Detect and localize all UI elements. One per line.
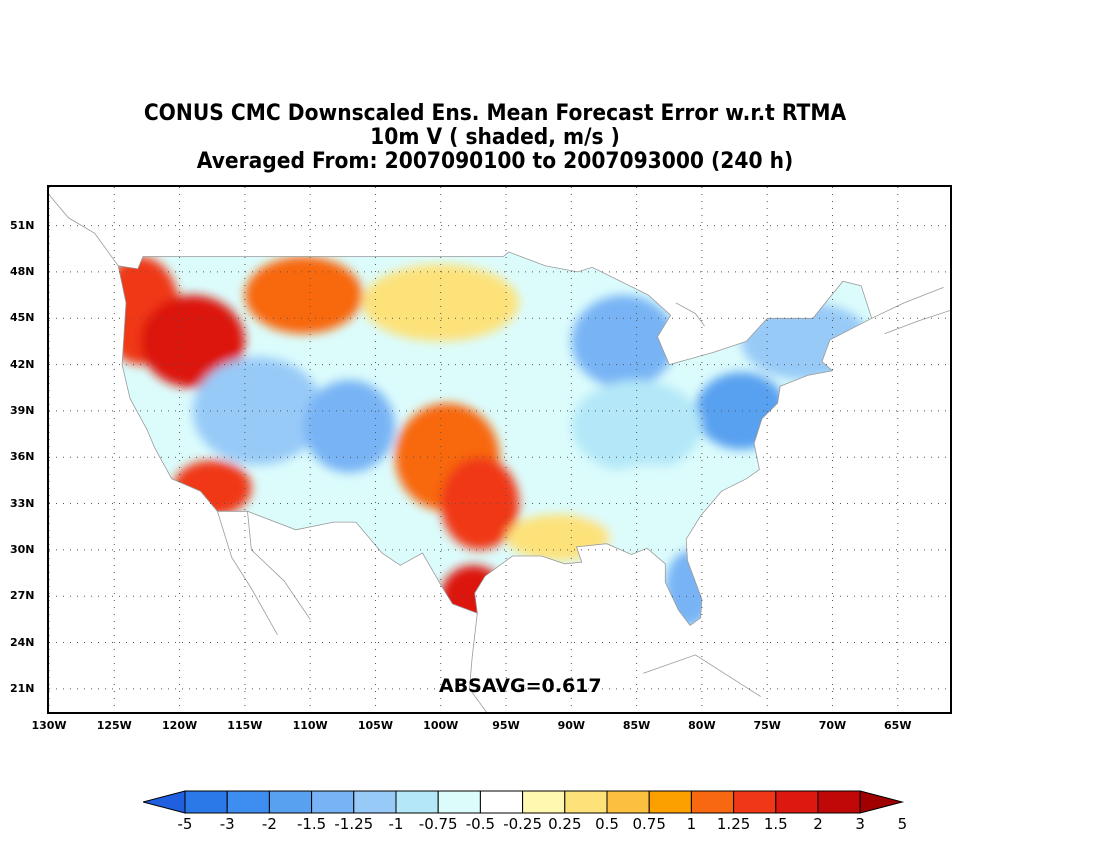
colorbar-tick-label: -1.25 [334,815,374,833]
colorbar-swatch [606,790,650,814]
lon-label: 90W [557,719,586,732]
coastline-segment-2 [884,310,950,335]
lat-label: 30N [10,542,35,556]
coastline-segment-1 [871,287,944,319]
field-region-oregon-idaho-warm [140,295,245,388]
field-region-northern-plains-warm [362,264,519,342]
coastline-segment-0 [49,194,119,267]
colorbar-tick-label: 0.75 [632,815,666,833]
lon-label: 95W [492,719,520,732]
chart-title: CONUS CMC Downscaled Ens. Mean Forecast … [0,102,990,174]
title-line-3: Averaged From: 2007090100 to 2007093000 … [196,149,794,174]
colorbar-tick-label: -0.5 [465,815,496,833]
field-region-southeast-mixed [584,465,715,558]
lon-label: 110W [292,719,328,732]
map-frame [47,185,952,714]
field-background [118,251,872,626]
colorbar-swatch [522,790,566,814]
field-region-florida-cool [665,549,713,626]
shaded-field [118,251,872,626]
colorbar-bar [141,790,905,814]
title-line-2: 10m V ( shaded, m/s ) [370,125,620,150]
colorbar-tick-label: -3 [219,815,235,833]
colorbar-max-arrow [859,790,905,814]
lon-label: 100W [423,719,459,732]
colorbar-swatch [311,790,355,814]
lon-label: 70W [818,719,847,732]
lon-label: 75W [753,719,781,732]
coastline-segment-5 [217,511,278,635]
field-region-mid-atlantic-cool [695,372,787,450]
field-region-great-lakes-cool [571,295,676,388]
colorbar-tick-label: 1.5 [763,815,788,833]
lat-label: 24N [10,635,35,649]
field-region-south-texas-warm [440,565,506,626]
field-region-colorado-cool [303,380,395,473]
colorbar-swatch [353,790,397,814]
field-region-ohio-valley-cool [571,380,702,473]
lon-label: 130W [31,719,67,732]
field-region-gulf-coast-warm [506,514,611,561]
lon-label: 125W [96,719,132,732]
lon-label: 85W [622,719,651,732]
colorbar-tick-label: -2 [261,815,277,833]
colorbar-tick-label: -0.75 [418,815,458,833]
coastline-segment-7 [675,302,705,327]
lon-label: 105W [357,719,393,732]
colorbar-swatch [184,790,228,814]
colorbar-swatch [648,790,692,814]
lat-label: 42N [10,357,35,371]
field-region-socal-warm [173,460,252,516]
lon-label: 120W [162,719,198,732]
colorbar-tick-label: 3 [855,815,865,833]
map-canvas [49,187,950,712]
field-region-montana-warm [244,256,363,334]
colorbar-min-arrow [141,790,186,814]
title-line-1: CONUS CMC Downscaled Ens. Mean Forecast … [143,101,847,126]
colorbar-tick-label: -1.5 [296,815,327,833]
colorbar-tick-label: -1 [388,815,404,833]
absavg-annotation: ABSAVG=0.617 [439,675,602,697]
colorbar-tick-label: 5 [897,815,908,833]
lat-label: 21N [10,681,35,695]
lat-label: 48N [10,264,35,278]
lat-label: 51N [10,218,35,232]
lat-label: 27N [10,589,35,603]
colorbar-swatch [690,790,735,814]
lon-label: 115W [227,719,263,732]
colorbar-swatch [395,790,439,814]
lon-label: 65W [884,719,912,732]
coastline-segment-6 [642,654,761,697]
coastline-segment-3 [469,613,487,712]
field-region-great-basin-cool [192,356,324,465]
colorbar-tick-label: -5 [177,815,193,833]
lat-label: 39N [10,403,35,417]
lon-label: 80W [688,719,716,732]
colorbar-swatch [817,790,861,814]
colorbar-tick-label: 1.25 [716,815,751,833]
colorbar-tick-label: -0.25 [503,815,542,833]
lat-label: 33N [10,496,35,510]
colorbar-swatch [733,790,777,814]
colorbar-tick-label: 1 [686,815,697,833]
colorbar-swatch [268,790,313,814]
colorbar-tick-label: 2 [813,815,823,833]
coastlines [49,194,950,712]
us-coastline [117,251,873,627]
coastline-segment-4 [247,511,311,620]
colorbar-tick-label: 0.25 [548,815,582,833]
colorbar-swatch [226,790,270,814]
field-region-northeast-cool [741,302,872,380]
colorbar-swatch [564,790,608,814]
lat-label: 45N [10,311,35,325]
field-region-texas-core-warm [440,457,520,550]
colorbar-swatch [479,790,524,814]
colorbar-swatch [437,790,481,814]
lat-label: 36N [10,450,35,464]
colorbar-tick-label: 0.5 [595,815,619,833]
colorbar-swatch [775,790,819,814]
colorbar [141,790,949,818]
